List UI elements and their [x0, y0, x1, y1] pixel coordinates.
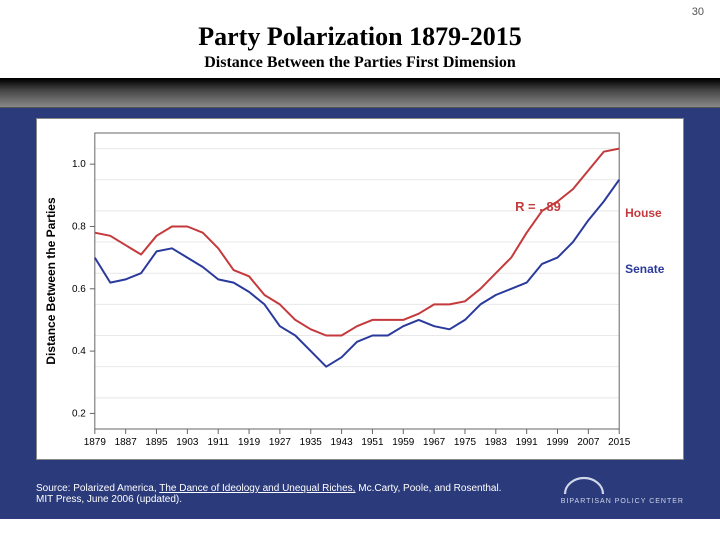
subtitle: Distance Between the Parties First Dimen… — [0, 54, 720, 72]
svg-text:1975: 1975 — [454, 437, 477, 448]
svg-text:1943: 1943 — [331, 437, 354, 448]
svg-text:1.0: 1.0 — [72, 159, 86, 170]
svg-text:1879: 1879 — [84, 437, 107, 448]
svg-text:1999: 1999 — [546, 437, 569, 448]
svg-text:0.8: 0.8 — [72, 221, 86, 232]
svg-text:1983: 1983 — [485, 437, 508, 448]
svg-text:2015: 2015 — [608, 437, 631, 448]
svg-text:1959: 1959 — [392, 437, 415, 448]
svg-text:0.6: 0.6 — [72, 284, 86, 295]
series-label-senate: Senate — [625, 262, 665, 276]
logo-text: BIPARTISAN POLICY CENTER — [561, 498, 684, 505]
svg-text:1895: 1895 — [145, 437, 168, 448]
svg-text:1951: 1951 — [361, 437, 384, 448]
chart-container: 0.2 0.4 0.6 0.8 1.0 1879 1887 1895 1903 1911 1919 1… — [36, 118, 684, 460]
svg-text:1935: 1935 — [300, 437, 323, 448]
logo-arc — [565, 478, 603, 494]
svg-text:1967: 1967 — [423, 437, 446, 448]
svg-text:0.4: 0.4 — [72, 346, 86, 357]
title-block: Party Polarization 1879-2015 Distance Be… — [0, 0, 720, 72]
page-title: Party Polarization 1879-2015 — [0, 22, 720, 52]
logo-arc-icon — [561, 474, 607, 496]
line-chart: 0.2 0.4 0.6 0.8 1.0 1879 1887 1895 1903 1911 1919 1… — [37, 119, 683, 459]
svg-text:1887: 1887 — [115, 437, 138, 448]
svg-text:1911: 1911 — [208, 437, 230, 448]
svg-text:1903: 1903 — [176, 437, 199, 448]
svg-text:2007: 2007 — [577, 437, 600, 448]
svg-text:Distance Between the Parties: Distance Between the Parties — [44, 197, 58, 365]
correlation-label: R = . 89 — [515, 199, 561, 214]
slide: 30 Party Polarization 1879-2015 Distance… — [0, 0, 720, 540]
series-label-house: House — [625, 206, 662, 220]
slide-number: 30 — [692, 6, 704, 18]
body-area: 0.2 0.4 0.6 0.8 1.0 1879 1887 1895 1903 1911 1919 1… — [0, 108, 720, 468]
source-underline: The Dance of Ideology and Unequal Riches… — [159, 483, 355, 494]
source-text: Source: Polarized America, The Dance of … — [36, 483, 501, 505]
svg-text:1919: 1919 — [238, 437, 261, 448]
source-suffix: Mc.Carty, Poole, and Rosenthal. — [355, 483, 501, 494]
source-line2: MIT Press, June 2006 (updated). — [36, 494, 182, 505]
svg-text:0.2: 0.2 — [72, 408, 86, 419]
footer: Source: Polarized America, The Dance of … — [0, 468, 720, 519]
source-prefix: Source: Polarized America, — [36, 483, 159, 494]
logo: BIPARTISAN POLICY CENTER — [561, 474, 684, 505]
decorative-band — [0, 78, 720, 108]
svg-text:1991: 1991 — [516, 437, 539, 448]
svg-text:1927: 1927 — [269, 437, 292, 448]
